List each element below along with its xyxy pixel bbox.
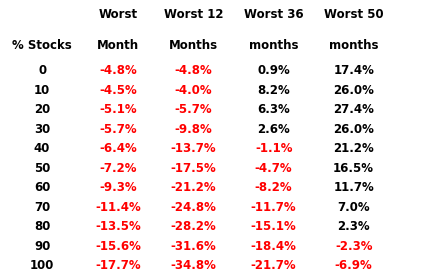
Text: -21.2%: -21.2% [171, 181, 216, 194]
Text: -5.7%: -5.7% [99, 123, 137, 136]
Text: 40: 40 [34, 142, 50, 155]
Text: -9.3%: -9.3% [99, 181, 137, 194]
Text: -1.1%: -1.1% [255, 142, 293, 155]
Text: -4.8%: -4.8% [99, 64, 137, 77]
Text: 2.3%: 2.3% [337, 220, 370, 234]
Text: -28.2%: -28.2% [171, 220, 216, 234]
Text: months: months [249, 39, 298, 52]
Text: -4.0%: -4.0% [175, 84, 213, 97]
Text: 10: 10 [34, 84, 50, 97]
Text: -5.1%: -5.1% [99, 103, 137, 116]
Text: 20: 20 [34, 103, 50, 116]
Text: -15.6%: -15.6% [95, 240, 141, 253]
Text: 17.4%: 17.4% [333, 64, 374, 77]
Text: months: months [329, 39, 378, 52]
Text: -7.2%: -7.2% [99, 162, 137, 175]
Text: -4.8%: -4.8% [175, 64, 213, 77]
Text: -17.7%: -17.7% [95, 259, 141, 273]
Text: 2.6%: 2.6% [257, 123, 290, 136]
Text: 30: 30 [34, 123, 50, 136]
Text: 7.0%: 7.0% [337, 201, 370, 214]
Text: -4.7%: -4.7% [255, 162, 293, 175]
Text: 50: 50 [34, 162, 50, 175]
Text: -34.8%: -34.8% [171, 259, 216, 273]
Text: 70: 70 [34, 201, 50, 214]
Text: 100: 100 [30, 259, 54, 273]
Text: 8.2%: 8.2% [257, 84, 290, 97]
Text: -6.4%: -6.4% [99, 142, 137, 155]
Text: -11.7%: -11.7% [251, 201, 296, 214]
Text: Worst 12: Worst 12 [164, 8, 224, 21]
Text: 0: 0 [38, 64, 46, 77]
Text: -6.9%: -6.9% [335, 259, 373, 273]
Text: -5.7%: -5.7% [175, 103, 213, 116]
Text: 26.0%: 26.0% [333, 123, 374, 136]
Text: -17.5%: -17.5% [171, 162, 216, 175]
Text: -8.2%: -8.2% [255, 181, 293, 194]
Text: 90: 90 [34, 240, 50, 253]
Text: Worst 36: Worst 36 [244, 8, 304, 21]
Text: -24.8%: -24.8% [171, 201, 216, 214]
Text: % Stocks: % Stocks [12, 39, 72, 52]
Text: -31.6%: -31.6% [171, 240, 216, 253]
Text: 16.5%: 16.5% [333, 162, 374, 175]
Text: 11.7%: 11.7% [333, 181, 374, 194]
Text: -2.3%: -2.3% [335, 240, 373, 253]
Text: 27.4%: 27.4% [333, 103, 374, 116]
Text: -15.1%: -15.1% [251, 220, 296, 234]
Text: 80: 80 [34, 220, 50, 234]
Text: 0.9%: 0.9% [257, 64, 290, 77]
Text: Month: Month [97, 39, 139, 52]
Text: -9.8%: -9.8% [175, 123, 213, 136]
Text: 26.0%: 26.0% [333, 84, 374, 97]
Text: 6.3%: 6.3% [257, 103, 290, 116]
Text: Months: Months [169, 39, 218, 52]
Text: -4.5%: -4.5% [99, 84, 137, 97]
Text: -13.5%: -13.5% [95, 220, 141, 234]
Text: -13.7%: -13.7% [171, 142, 216, 155]
Text: -21.7%: -21.7% [251, 259, 296, 273]
Text: 21.2%: 21.2% [333, 142, 374, 155]
Text: -18.4%: -18.4% [251, 240, 296, 253]
Text: 60: 60 [34, 181, 50, 194]
Text: -11.4%: -11.4% [95, 201, 141, 214]
Text: Worst: Worst [99, 8, 137, 21]
Text: Worst 50: Worst 50 [324, 8, 384, 21]
